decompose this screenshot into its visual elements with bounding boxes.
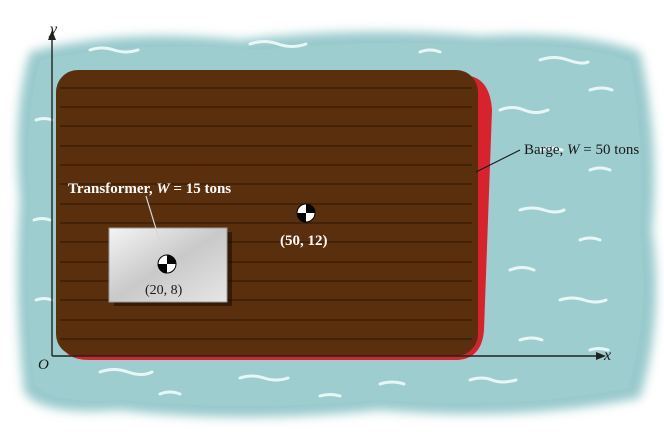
barge-deck bbox=[56, 70, 478, 356]
barge-weight-symbol: W bbox=[567, 142, 580, 158]
transformer-label: Transformer, W = 15 tons bbox=[68, 182, 231, 197]
water-ripples bbox=[32, 40, 614, 398]
barge bbox=[56, 70, 492, 360]
y-axis-label: y bbox=[50, 21, 58, 38]
transformer-centroid-label: (20, 8) bbox=[145, 283, 183, 298]
transformer-label-prefix: Transformer, bbox=[68, 181, 157, 197]
transformer-weight-value: = 15 tons bbox=[169, 181, 232, 197]
deck-planks bbox=[60, 87, 472, 340]
barge-weight-value: = 50 tons bbox=[579, 142, 640, 158]
x-axis-label: x bbox=[604, 347, 612, 364]
transformer-centroid-marker bbox=[157, 254, 177, 274]
barge-centroid-marker bbox=[296, 203, 316, 223]
x-axis-arrow bbox=[596, 352, 606, 360]
barge-centroid-label: (50, 12) bbox=[280, 233, 328, 249]
barge-label: Barge, W = 50 tons bbox=[524, 143, 639, 158]
axes bbox=[51, 38, 598, 357]
transformer-leader-line bbox=[145, 195, 161, 243]
barge-label-prefix: Barge, bbox=[524, 142, 568, 158]
transformer-weight-symbol: W bbox=[156, 181, 170, 197]
y-axis-arrow bbox=[48, 30, 56, 40]
barge-leader-line bbox=[475, 149, 521, 173]
origin-label: O bbox=[38, 357, 49, 373]
